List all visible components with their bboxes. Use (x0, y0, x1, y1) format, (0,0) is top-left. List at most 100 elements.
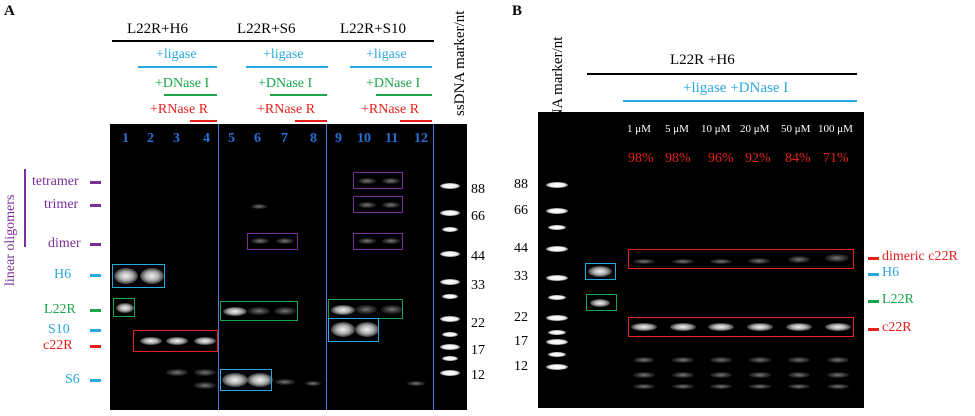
panel-a-marker-44: 44 (471, 249, 485, 264)
c22r-marker-a (90, 345, 101, 348)
gel-a-divider-2 (326, 124, 327, 410)
band-s6-lane5 (222, 373, 248, 387)
b-band-low-4 (749, 357, 771, 363)
band-tetramer-lane10 (358, 178, 376, 184)
group-label-2: L22R+S6 (237, 21, 296, 37)
b-band-dimer-2 (672, 259, 694, 264)
b-band-c22r-5 (786, 323, 812, 331)
pct-label-5: 84% (785, 151, 811, 166)
box-s10-lanes9-10 (328, 318, 379, 342)
b-band-c22r-1 (631, 323, 657, 331)
lane-number-2: 2 (147, 131, 154, 146)
pct-label-4: 92% (745, 151, 771, 166)
b-band-low-2 (672, 357, 694, 363)
box-dimer-lanes6-7 (247, 233, 298, 250)
ligase-label-1: +ligase (156, 47, 197, 62)
l22r-label-b: L22R (882, 292, 914, 307)
b-band-lower-1 (633, 372, 655, 378)
b-band-lowest-2 (672, 384, 694, 389)
dnase-line-1 (164, 94, 217, 96)
band-trimer-lane6 (251, 204, 267, 209)
panel-b-marker-17: 17 (514, 334, 528, 349)
b-band-lower-3 (710, 372, 732, 378)
box-tetramer-lanes10-11 (353, 172, 403, 189)
box-l22r-lane1 (113, 298, 135, 317)
ladder-band-33 (440, 279, 460, 285)
ladder-band-88 (440, 183, 460, 189)
ladder-band (442, 294, 458, 299)
lane-number-10: 10 (357, 131, 371, 146)
panel-a-marker-17: 17 (471, 343, 485, 358)
b-band-dimer-1 (633, 259, 655, 264)
box-c22r-lanes2-4 (133, 330, 218, 352)
group-label-1: L22R+H6 (127, 21, 188, 37)
band-lane4-low (194, 369, 216, 376)
b-ladder-band (548, 295, 566, 300)
band-dimer-lane6 (251, 238, 269, 244)
b-band-lowest-1 (633, 384, 655, 389)
panel-b-marker-44: 44 (514, 241, 528, 256)
b-band-c22r-6 (825, 323, 851, 331)
b-box-h6 (585, 263, 616, 280)
band-dimer-lane11 (382, 238, 400, 244)
dimer-label: dimer (48, 236, 81, 251)
rnase-line-2 (295, 120, 327, 122)
lane-number-6: 6 (254, 131, 261, 146)
b-ladder-band-88 (546, 182, 568, 188)
lane-number-8: 8 (310, 131, 317, 146)
c22r-label-b: c22R (882, 320, 912, 335)
b-band-lower-6 (827, 372, 849, 378)
band-l22r-lane7 (274, 307, 296, 315)
b-band-c22r-4 (747, 323, 773, 331)
panel-a-marker-33: 33 (471, 278, 485, 293)
b-band-low-6 (827, 357, 849, 363)
b-band-l22r (590, 299, 610, 307)
b-ladder-band-66 (546, 208, 568, 214)
band-lane4-low2 (194, 382, 216, 389)
b-ladder-band (548, 352, 566, 357)
band-trimer-lane10 (358, 202, 376, 208)
panel-a-marker-label: ssDNA marker/nt (452, 10, 468, 116)
conc-label-1: 1 μM (627, 123, 651, 135)
dnase-label-1: +DNase I (155, 76, 210, 91)
band-l22r-lane6 (248, 307, 270, 315)
band-c22r-lane3 (166, 337, 188, 345)
lane-number-12: 12 (414, 131, 428, 146)
b-band-lowest-6 (827, 384, 849, 389)
pct-label-1: 98% (628, 151, 654, 166)
h6-label-b: H6 (882, 265, 900, 280)
panel-b-marker-12: 12 (514, 359, 528, 374)
oligomer-bracket (24, 169, 26, 247)
band-h6-lane1 (114, 268, 138, 284)
box-l22r-lanes9-11 (328, 299, 403, 319)
panel-a-marker-88: 88 (471, 182, 485, 197)
linear-oligomers-label: linear oligomers (3, 194, 18, 286)
c22r-label-a: c22R (43, 338, 73, 353)
conc-label-4: 20 μM (740, 123, 770, 135)
ladder-band-12 (440, 370, 460, 376)
rnase-label-2: +RNase R (257, 102, 316, 117)
l22r-marker-a (90, 309, 101, 312)
ladder-band (442, 356, 458, 361)
s10-marker-a (90, 329, 101, 332)
b-band-dimer-4 (748, 258, 770, 264)
band-h6-lane2 (140, 268, 164, 284)
pct-label-3: 96% (708, 151, 734, 166)
tetramer-marker (90, 181, 101, 184)
ligase-line-1 (138, 66, 217, 68)
band-tetramer-lane11 (382, 178, 400, 184)
dnase-line-2 (270, 94, 327, 96)
b-ladder-band-33 (546, 275, 568, 281)
trimer-marker (90, 204, 101, 207)
panel-b-marker-66: 66 (514, 203, 528, 218)
band-l22r-lane11 (381, 305, 403, 314)
b-band-lower-2 (672, 372, 694, 378)
band-c22r-lane2 (140, 337, 162, 345)
ladder-band-22 (440, 316, 460, 322)
s6-marker-a (90, 379, 101, 382)
band-lane7-low (275, 379, 295, 385)
band-dimer-lane7 (276, 238, 294, 244)
b-band-lowest-4 (749, 384, 771, 389)
ligase-label-2: +ligase (263, 47, 304, 62)
panel-b-marker-22: 22 (514, 310, 528, 325)
